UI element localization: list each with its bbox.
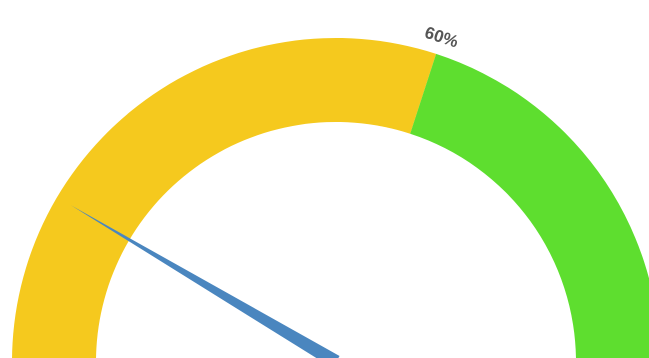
gauge-needle-group	[70, 205, 340, 358]
gauge-needle	[70, 205, 340, 358]
threshold-label: 60%	[422, 23, 460, 52]
gauge-band-1	[410, 53, 649, 358]
gauge-band-0	[12, 38, 437, 358]
gauge-bands	[12, 38, 649, 358]
